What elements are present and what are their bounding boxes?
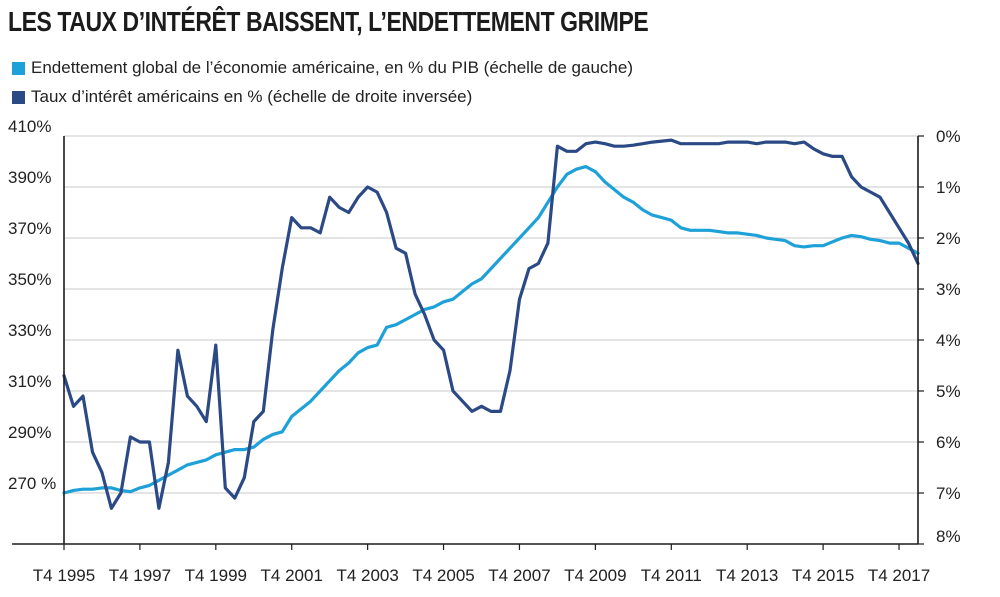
left-tick-label: 370%	[8, 219, 51, 238]
x-tick-label: T4 1997	[109, 566, 171, 585]
right-tick-label: 8%	[936, 527, 961, 546]
x-tick-label: T4 1995	[33, 566, 95, 585]
right-tick-label: 5%	[936, 382, 961, 401]
right-tick-label: 0%	[936, 127, 961, 146]
left-tick-label: 330%	[8, 321, 51, 340]
legend-label-rates: Taux d’intérêt américains en % (échelle …	[31, 87, 473, 106]
x-tick-label: T4 2017	[868, 566, 930, 585]
series-lines	[62, 138, 920, 510]
x-tick-label: T4 2015	[792, 566, 854, 585]
legend-swatch-rates	[12, 90, 25, 104]
right-axis-ticks: 0% 1% 2% 3% 4% 5% 6% 7% 8%	[918, 127, 961, 546]
legend-swatch-debt	[12, 61, 25, 75]
x-tick-label: T4 2003	[336, 566, 398, 585]
right-tick-label: 4%	[936, 331, 961, 350]
x-tick-label: T4 1999	[185, 566, 247, 585]
left-tick-label: 310%	[8, 372, 51, 391]
legend-item-rates: Taux d’intérêt américains en % (échelle …	[12, 87, 472, 107]
right-tick-label: 1%	[936, 178, 961, 197]
left-tick-label: 350%	[8, 270, 51, 289]
x-tick-label: T4 2007	[488, 566, 550, 585]
right-tick-label: 7%	[936, 484, 961, 503]
left-tick-label: 270 %	[8, 474, 56, 493]
grid-lines	[64, 135, 918, 494]
series-line-rates	[62, 138, 920, 510]
x-axis-ticks: T4 1995 T4 1997 T4 1999 T4 2001 T4 2003 T4 20…	[33, 544, 930, 585]
x-tick-label: T4 2013	[716, 566, 778, 585]
right-tick-label: 2%	[936, 229, 961, 248]
left-axis-ticks: 270 % 290% 310% 330% 350% 370% 390% 410%	[8, 117, 56, 493]
x-tick-label: T4 2011	[641, 566, 702, 585]
x-tick-label: T4 2001	[261, 566, 323, 585]
x-tick-label: T4 2009	[564, 566, 626, 585]
x-tick-label: T4 2005	[412, 566, 474, 585]
legend-label-debt: Endettement global de l’économie américa…	[31, 58, 633, 77]
series-line-debt	[62, 165, 920, 495]
left-tick-label: 390%	[8, 168, 51, 187]
left-tick-label: 410%	[8, 117, 51, 136]
right-tick-label: 3%	[936, 280, 961, 299]
chart-title: LES TAUX D’INTÉRÊT BAISSENT, L’ENDETTEME…	[8, 6, 649, 37]
legend-item-debt: Endettement global de l’économie américa…	[12, 58, 633, 78]
left-tick-label: 290%	[8, 423, 51, 442]
right-tick-label: 6%	[936, 433, 961, 452]
